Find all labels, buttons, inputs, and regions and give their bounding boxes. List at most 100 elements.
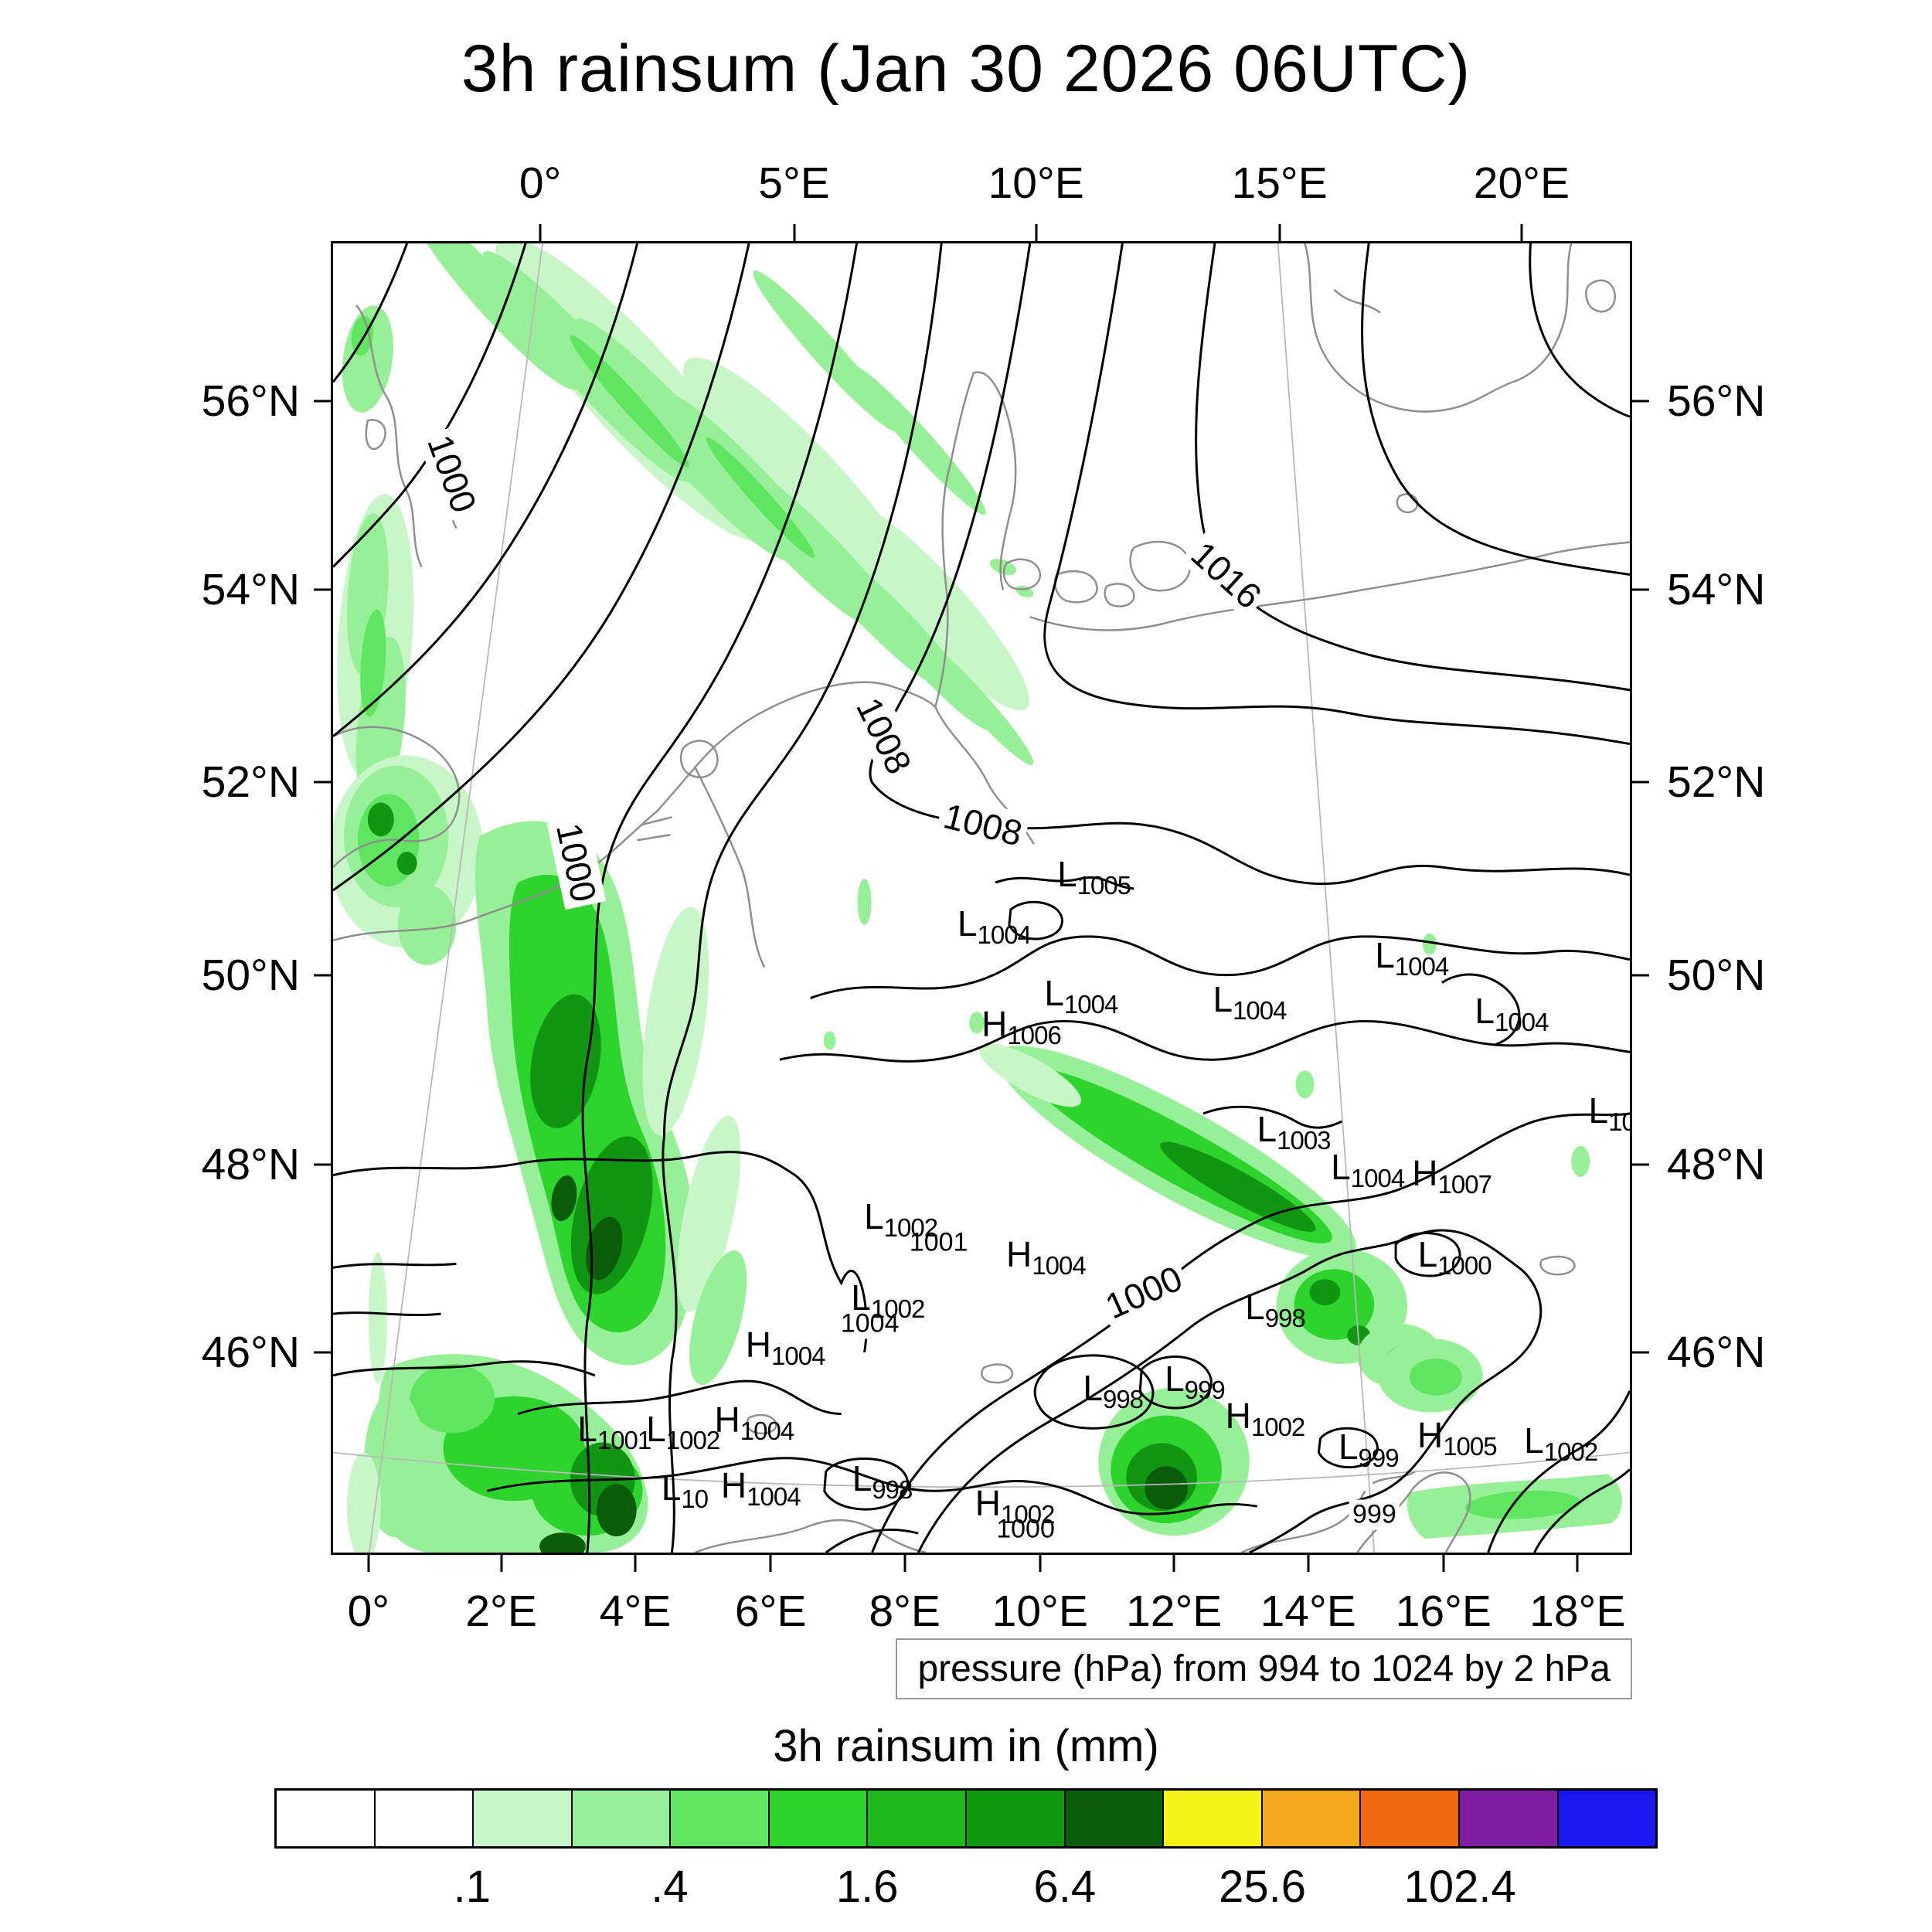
pressure-center-low: L999 — [1338, 1426, 1400, 1472]
map-art — [995, 876, 1134, 890]
map-art — [642, 906, 709, 1136]
colorbar-tick-label: .4 — [651, 1862, 689, 1912]
pressure-value: 1002 — [1001, 1500, 1055, 1529]
pressure-letter: H — [1006, 1234, 1032, 1275]
pressure-value: 1004 — [1495, 1008, 1549, 1037]
pressure-value: 1005 — [1077, 870, 1131, 900]
map-art — [1533, 1468, 1630, 1553]
pressure-center-low: L10 — [1589, 1090, 1630, 1136]
right-axis-label: 56°N — [1667, 376, 1766, 427]
top-axis-label: 20°E — [1473, 158, 1570, 208]
map-art — [1396, 493, 1419, 514]
contour-value-label: 999 — [1349, 1499, 1400, 1530]
pressure-letter: L — [957, 903, 978, 944]
top-axis-tick — [1278, 224, 1281, 241]
left-axis-tick — [314, 1163, 331, 1166]
pressure-value: 1004 — [1394, 951, 1449, 981]
pressure-letter: H — [745, 1325, 772, 1366]
colorbar-segment — [1558, 1791, 1656, 1846]
map-frame: 1000 1016 1008 1008 1000 1000 1001 1004 999 1000… — [331, 241, 1632, 1555]
pressure-center-high: H1004 — [745, 1324, 826, 1370]
colorbar-tick-label: 25.6 — [1219, 1862, 1307, 1912]
bottom-axis-tick — [903, 1555, 906, 1572]
left-axis-label: 56°N — [201, 376, 300, 427]
map-art — [333, 1311, 441, 1316]
map-art — [981, 1363, 1014, 1384]
map-art — [810, 935, 1630, 999]
pressure-value: 1002 — [870, 1294, 925, 1324]
pressure-letter: L — [1338, 1427, 1359, 1468]
map-art — [360, 609, 386, 717]
pressure-contour-layer — [333, 243, 1630, 1553]
pressure-center-low: L1005 — [1057, 852, 1131, 899]
map-art — [1539, 1255, 1576, 1276]
map-art — [333, 243, 750, 892]
map-art — [333, 243, 527, 568]
top-axis-label: 0° — [519, 158, 562, 208]
map-art — [1129, 540, 1192, 592]
pressure-center-high: H1007 — [1412, 1152, 1492, 1199]
colorbar-segment — [1361, 1791, 1460, 1846]
pressure-letter: L — [577, 1408, 597, 1449]
weather-map: 0° 5°E 10°E 15°E 20°E 0° 2°E 4°E 6°E 8°E 10°E 12°E… — [202, 158, 1766, 1636]
pressure-value: 1004 — [1233, 996, 1287, 1026]
colorbar-segment — [572, 1791, 672, 1846]
colorbar-ticks: .1 .4 1.6 6.4 25.6 102.4 — [274, 1861, 1658, 1915]
pressure-value: 1006 — [1007, 1021, 1061, 1050]
right-axis-tick — [1632, 400, 1649, 403]
map-art — [351, 315, 374, 356]
pressure-value: 10 — [1608, 1107, 1630, 1137]
pressure-center-high: H1005 — [1417, 1414, 1498, 1461]
colorbar-segment — [375, 1791, 474, 1846]
pressure-letter: H — [981, 1004, 1008, 1045]
pressure-letter: L — [646, 1408, 666, 1449]
pressure-letter: L — [1375, 934, 1395, 975]
map-art — [1029, 541, 1630, 631]
map-art — [978, 1043, 1081, 1107]
left-axis-tick — [314, 1351, 331, 1354]
pressure-value: 1000 — [1437, 1251, 1492, 1281]
pressure-letter: L — [1417, 1234, 1438, 1275]
pressure-value: 1001 — [597, 1425, 651, 1454]
right-axis-tick — [1632, 588, 1649, 590]
pressure-center-low: L998 — [852, 1458, 913, 1504]
map-art — [1441, 973, 1521, 1046]
map-art — [1160, 1141, 1316, 1232]
pressure-center-low: L1002 — [864, 1196, 938, 1242]
bottom-axis-label: 8°E — [869, 1587, 940, 1636]
pressure-value: 999 — [1184, 1376, 1226, 1405]
top-axis-label: 15°E — [1231, 158, 1328, 208]
bottom-axis-tick — [1307, 1555, 1310, 1572]
map-art — [694, 1519, 927, 1553]
pressure-letter: H — [1225, 1395, 1251, 1436]
left-axis-tick — [314, 974, 331, 977]
left-axis-tick — [314, 588, 331, 590]
map-art — [1043, 243, 1630, 746]
pressure-center-high: H1004 — [721, 1464, 801, 1511]
map-art — [918, 638, 1034, 765]
pressure-value: 1002 — [1543, 1437, 1598, 1466]
right-axis-label: 46°N — [1667, 1328, 1766, 1378]
map-art — [396, 852, 417, 876]
map-art — [1202, 1105, 1343, 1129]
top-axis-tick — [1520, 224, 1523, 241]
pressure-letter: H — [1417, 1415, 1444, 1456]
bottom-axis-label: 12°E — [1126, 1587, 1223, 1636]
map-art — [1053, 570, 1098, 604]
pressure-center-low: L1004 — [1375, 934, 1449, 980]
pressure-center-high: H1002 — [975, 1482, 1056, 1529]
map-art — [1529, 243, 1630, 418]
bottom-axis-label: 2°E — [465, 1587, 537, 1636]
map-art — [586, 1216, 623, 1281]
pressure-letter: L — [1165, 1359, 1185, 1400]
pressure-letter: L — [851, 1277, 871, 1318]
map-art — [1033, 1354, 1155, 1430]
pressure-letter: L — [1331, 1146, 1351, 1187]
map-art — [1015, 585, 1034, 598]
left-axis-label: 48°N — [201, 1140, 300, 1190]
pressure-letter: L — [864, 1196, 884, 1237]
pressure-letter: H — [714, 1399, 740, 1440]
left-axis-label: 50°N — [201, 951, 300, 1001]
map-art — [551, 1175, 577, 1222]
map-art — [694, 767, 766, 968]
